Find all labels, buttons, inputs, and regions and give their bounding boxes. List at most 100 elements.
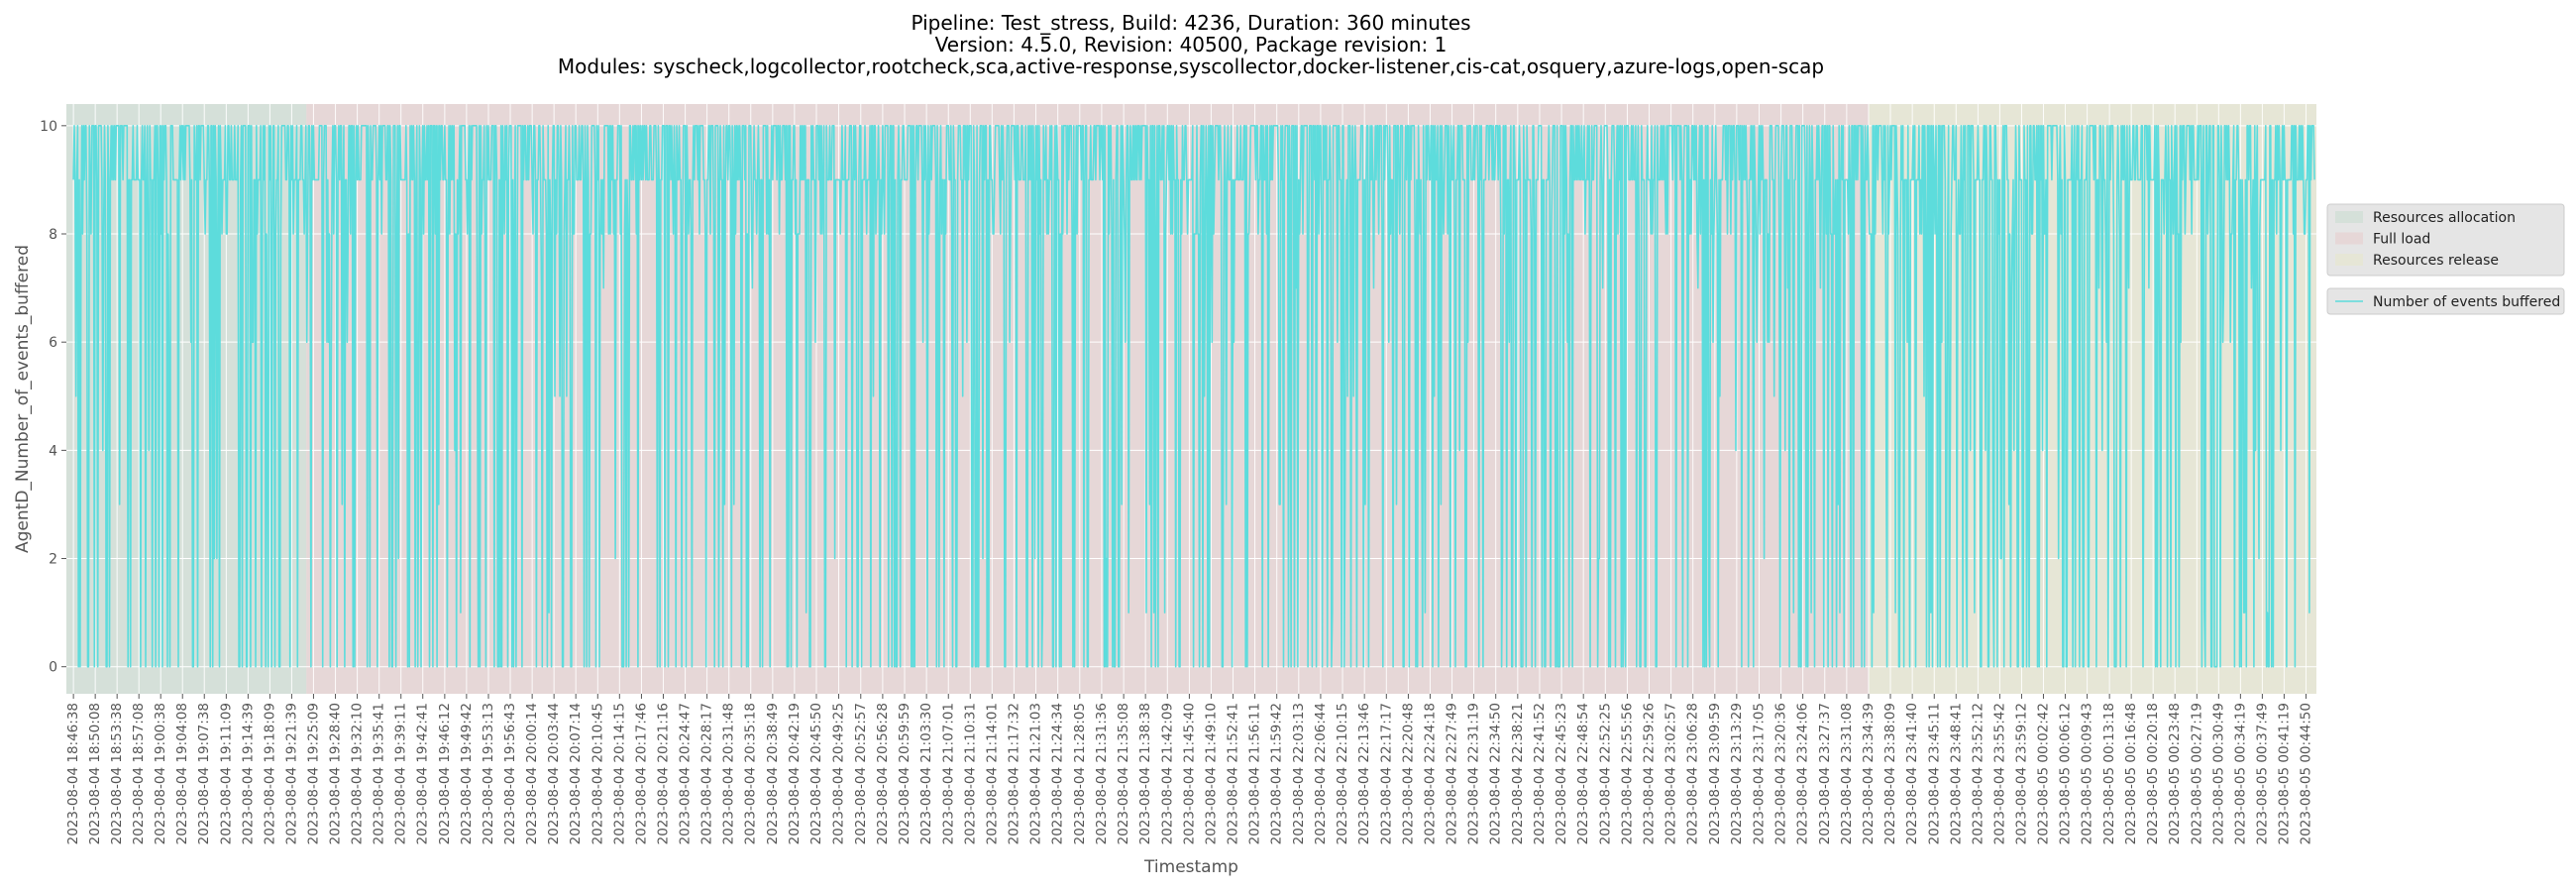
x-tick-label: 2023-08-04 19:11:09 bbox=[218, 703, 234, 844]
x-tick-label: 2023-08-04 21:52:41 bbox=[1226, 703, 1241, 844]
x-tick-label: 2023-08-05 00:02:42 bbox=[2035, 703, 2051, 844]
x-tick-label: 2023-08-04 20:56:28 bbox=[875, 703, 891, 844]
x-tick-label: 2023-08-04 20:24:47 bbox=[678, 703, 694, 844]
x-tick-label: 2023-08-05 00:06:12 bbox=[2057, 703, 2073, 844]
x-tick-label: 2023-08-04 22:03:13 bbox=[1291, 703, 1307, 844]
x-tick-label: 2023-08-04 21:03:30 bbox=[918, 703, 934, 844]
x-tick-label: 2023-08-04 21:42:09 bbox=[1159, 703, 1175, 844]
x-tick-label: 2023-08-04 22:27:49 bbox=[1445, 703, 1460, 844]
x-tick-label: 2023-08-04 23:55:42 bbox=[1991, 703, 2007, 844]
phase-legend-swatch bbox=[2335, 211, 2363, 223]
x-tick-label: 2023-08-04 19:39:11 bbox=[393, 703, 409, 844]
x-tick-label: 2023-08-04 22:10:15 bbox=[1335, 703, 1350, 844]
x-tick-label: 2023-08-05 00:16:48 bbox=[2123, 703, 2139, 844]
x-tick-label: 2023-08-04 19:32:10 bbox=[350, 703, 366, 844]
x-tick-label: 2023-08-05 00:13:18 bbox=[2101, 703, 2117, 844]
x-tick-label: 2023-08-04 22:34:50 bbox=[1488, 703, 1504, 844]
x-tick-label: 2023-08-04 19:53:13 bbox=[481, 703, 496, 844]
x-tick-label: 2023-08-05 00:41:19 bbox=[2276, 703, 2292, 844]
x-tick-label: 2023-08-04 21:38:38 bbox=[1137, 703, 1153, 844]
x-tick-label: 2023-08-04 22:13:46 bbox=[1356, 703, 1372, 844]
series-line bbox=[72, 125, 2315, 668]
x-tick-label: 2023-08-04 22:41:52 bbox=[1532, 703, 1548, 844]
legend: Resources allocation Full load Resources r… bbox=[2326, 203, 2565, 315]
y-axis-label: AgentD_Number_of_events_buffered bbox=[13, 245, 33, 553]
x-tick-label: 2023-08-04 20:03:44 bbox=[546, 703, 562, 844]
x-tick-label: 2023-08-04 22:31:19 bbox=[1466, 703, 1482, 844]
x-tick-label: 2023-08-04 19:49:42 bbox=[459, 703, 475, 844]
x-tick-label: 2023-08-04 19:04:08 bbox=[174, 703, 190, 844]
y-tick-label: 2 bbox=[49, 552, 57, 568]
x-tick-label: 2023-08-04 19:42:41 bbox=[415, 703, 431, 844]
x-tick-label: 2023-08-04 21:45:40 bbox=[1181, 703, 1197, 844]
x-tick-label: 2023-08-04 20:14:15 bbox=[611, 703, 627, 844]
x-axis-ticks: 2023-08-04 18:46:38 2023-08-04 18:50:08 20… bbox=[65, 694, 2314, 844]
x-tick-label: 2023-08-05 00:37:49 bbox=[2254, 703, 2270, 844]
x-tick-label: 2023-08-04 22:55:56 bbox=[1619, 703, 1635, 844]
y-tick-label: 4 bbox=[49, 443, 57, 459]
chart-title: Pipeline: Test_stress, Build: 4236, Dura… bbox=[558, 11, 1824, 78]
x-tick-label: 2023-08-04 23:41:40 bbox=[1904, 703, 1920, 844]
x-tick-label: 2023-08-04 20:07:14 bbox=[568, 703, 584, 844]
x-tick-label: 2023-08-04 19:18:09 bbox=[262, 703, 277, 844]
x-tick-label: 2023-08-04 23:17:05 bbox=[1751, 703, 1767, 844]
x-tick-label: 2023-08-05 00:44:50 bbox=[2299, 703, 2314, 844]
x-tick-label: 2023-08-04 21:21:03 bbox=[1028, 703, 1044, 844]
x-tick-label: 2023-08-04 19:56:43 bbox=[502, 703, 518, 844]
x-tick-label: 2023-08-04 20:45:50 bbox=[808, 703, 824, 844]
x-tick-label: 2023-08-04 22:24:18 bbox=[1422, 703, 1438, 844]
x-tick-label: 2023-08-05 00:20:18 bbox=[2145, 703, 2161, 844]
x-tick-label: 2023-08-04 19:28:40 bbox=[328, 703, 344, 844]
phase-legend-box bbox=[2326, 203, 2565, 277]
y-tick-label: 10 bbox=[40, 119, 57, 135]
x-tick-label: 2023-08-04 23:38:09 bbox=[1882, 703, 1898, 844]
x-tick-label: 2023-08-04 23:09:59 bbox=[1707, 703, 1723, 844]
x-tick-label: 2023-08-04 18:46:38 bbox=[65, 703, 81, 844]
series-legend-label: Number of events buffered bbox=[2373, 294, 2560, 310]
x-tick-label: 2023-08-04 22:06:44 bbox=[1313, 703, 1329, 844]
x-tick-label: 2023-08-04 18:57:08 bbox=[131, 703, 147, 844]
x-tick-label: 2023-08-04 20:10:45 bbox=[590, 703, 605, 844]
x-tick-label: 2023-08-04 21:56:11 bbox=[1247, 703, 1263, 844]
x-tick-label: 2023-08-04 19:25:09 bbox=[305, 703, 321, 844]
x-tick-label: 2023-08-04 23:59:12 bbox=[2013, 703, 2029, 844]
x-tick-label: 2023-08-04 23:34:39 bbox=[1861, 703, 1877, 844]
x-tick-label: 2023-08-04 23:20:36 bbox=[1773, 703, 1789, 844]
x-tick-label: 2023-08-04 19:21:39 bbox=[283, 703, 299, 844]
x-tick-label: 2023-08-04 23:52:12 bbox=[1970, 703, 1986, 844]
x-tick-label: 2023-08-04 23:31:08 bbox=[1839, 703, 1855, 844]
x-tick-label: 2023-08-04 20:49:25 bbox=[831, 703, 847, 844]
phase-legend-swatch bbox=[2335, 232, 2363, 245]
x-tick-label: 2023-08-04 21:07:01 bbox=[940, 703, 956, 844]
x-tick-label: 2023-08-04 22:20:48 bbox=[1400, 703, 1416, 844]
series-number-of-events-buffered bbox=[72, 125, 2315, 668]
y-tick-label: 6 bbox=[49, 335, 57, 351]
x-tick-label: 2023-08-04 22:38:21 bbox=[1510, 703, 1526, 844]
x-tick-label: 2023-08-04 19:14:39 bbox=[240, 703, 256, 844]
chart-title-line: Pipeline: Test_stress, Build: 4236, Dura… bbox=[911, 11, 1470, 35]
x-tick-label: 2023-08-05 00:30:49 bbox=[2210, 703, 2226, 844]
chart-title-line: Version: 4.5.0, Revision: 40500, Package… bbox=[935, 33, 1448, 56]
x-tick-label: 2023-08-04 20:42:19 bbox=[787, 703, 803, 844]
x-tick-label: 2023-08-04 22:59:26 bbox=[1641, 703, 1657, 844]
x-tick-label: 2023-08-04 22:48:54 bbox=[1575, 703, 1591, 844]
x-tick-label: 2023-08-04 23:13:29 bbox=[1729, 703, 1745, 844]
x-tick-label: 2023-08-04 23:24:06 bbox=[1795, 703, 1811, 844]
x-tick-label: 2023-08-04 19:35:41 bbox=[372, 703, 387, 844]
x-tick-label: 2023-08-04 20:00:14 bbox=[524, 703, 540, 844]
x-tick-label: 2023-08-04 21:17:32 bbox=[1006, 703, 1021, 844]
y-tick-label: 8 bbox=[49, 227, 57, 243]
x-tick-label: 2023-08-04 20:21:16 bbox=[655, 703, 671, 844]
x-tick-label: 2023-08-05 00:23:48 bbox=[2167, 703, 2183, 844]
x-tick-label: 2023-08-04 23:48:41 bbox=[1948, 703, 1964, 844]
x-tick-label: 2023-08-04 21:49:10 bbox=[1203, 703, 1219, 844]
series-legend-box bbox=[2326, 287, 2565, 315]
x-tick-label: 2023-08-04 21:24:34 bbox=[1050, 703, 1066, 844]
x-tick-label: 2023-08-04 20:38:49 bbox=[765, 703, 781, 844]
x-tick-label: 2023-08-04 21:35:08 bbox=[1116, 703, 1131, 844]
x-tick-label: 2023-08-04 21:10:31 bbox=[962, 703, 978, 844]
x-tick-label: 2023-08-04 18:53:38 bbox=[109, 703, 125, 844]
x-tick-label: 2023-08-04 20:35:18 bbox=[743, 703, 759, 844]
x-tick-label: 2023-08-04 22:45:23 bbox=[1554, 703, 1569, 844]
